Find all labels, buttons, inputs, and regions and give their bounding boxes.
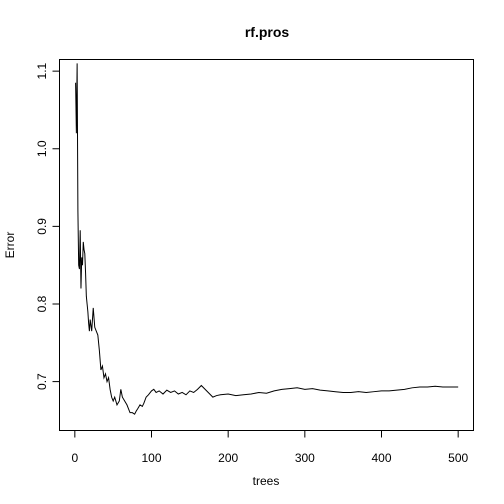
x-tick-label: 100 bbox=[141, 451, 161, 465]
x-tick-label: 400 bbox=[371, 451, 391, 465]
y-tick-label: 0.8 bbox=[35, 295, 49, 312]
x-tick-label: 500 bbox=[448, 451, 468, 465]
y-tick-label: 0.7 bbox=[35, 373, 49, 390]
plot-frame bbox=[59, 59, 474, 431]
x-tick-label: 300 bbox=[295, 451, 315, 465]
y-tick-label: 0.9 bbox=[35, 218, 49, 235]
y-tick-label: 1.0 bbox=[35, 140, 49, 157]
x-axis-label: trees bbox=[253, 474, 280, 488]
error-line bbox=[75, 63, 459, 415]
y-tick-label: 1.1 bbox=[35, 62, 49, 79]
chart-title: rf.pros bbox=[245, 24, 290, 40]
x-tick-label: 200 bbox=[218, 451, 238, 465]
y-axis: 0.7 0.8 0.9 1.0 1.1 bbox=[35, 62, 60, 390]
x-tick-label: 0 bbox=[71, 451, 78, 465]
y-axis-label: Error bbox=[3, 232, 17, 259]
x-axis: 0 100 200 300 400 500 bbox=[71, 430, 468, 465]
